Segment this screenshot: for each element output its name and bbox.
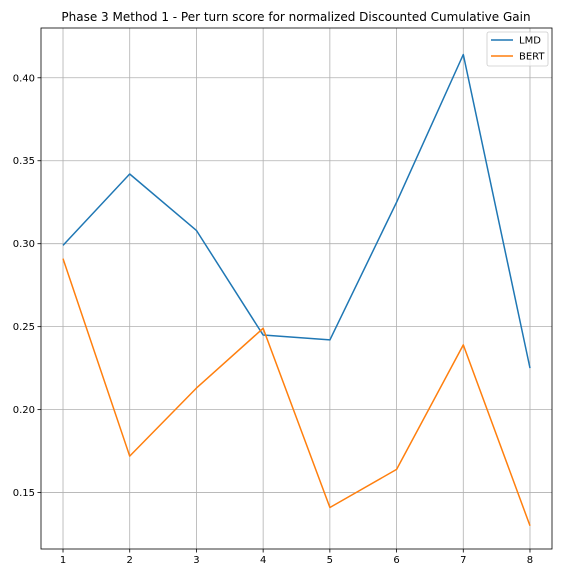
legend-label-bert: BERT (519, 52, 545, 63)
grid-lines (41, 28, 552, 549)
series-line-lmd (62, 53, 531, 369)
x-tick-label: 2 (127, 555, 133, 566)
plot-frame (40, 27, 553, 550)
y-tick-label: 0.30 (13, 239, 35, 250)
x-tick-label: 4 (260, 555, 266, 566)
x-tick-label: 3 (193, 555, 199, 566)
legend-label-lmd: LMD (519, 36, 541, 47)
y-tick-label: 0.35 (13, 156, 35, 167)
chart-title: Phase 3 Method 1 - Per turn score for no… (61, 10, 530, 24)
legend: LMD BERT (486, 31, 549, 67)
y-tick-label: 0.25 (13, 322, 35, 333)
y-axis-ticks: 0.15 0.20 0.25 0.30 0.35 0.40 (13, 73, 41, 499)
y-tick-label: 0.40 (13, 73, 35, 84)
x-tick-label: 6 (393, 555, 399, 566)
series-lines (62, 53, 531, 527)
x-tick-label: 5 (327, 555, 333, 566)
y-tick-label: 0.20 (13, 405, 35, 416)
y-tick-label: 0.15 (13, 488, 35, 499)
x-tick-label: 7 (460, 555, 466, 566)
x-tick-label: 1 (60, 555, 66, 566)
x-axis-ticks: 1 2 3 4 5 6 7 8 (60, 549, 533, 566)
x-tick-label: 8 (527, 555, 533, 566)
series-line-bert (62, 258, 531, 527)
